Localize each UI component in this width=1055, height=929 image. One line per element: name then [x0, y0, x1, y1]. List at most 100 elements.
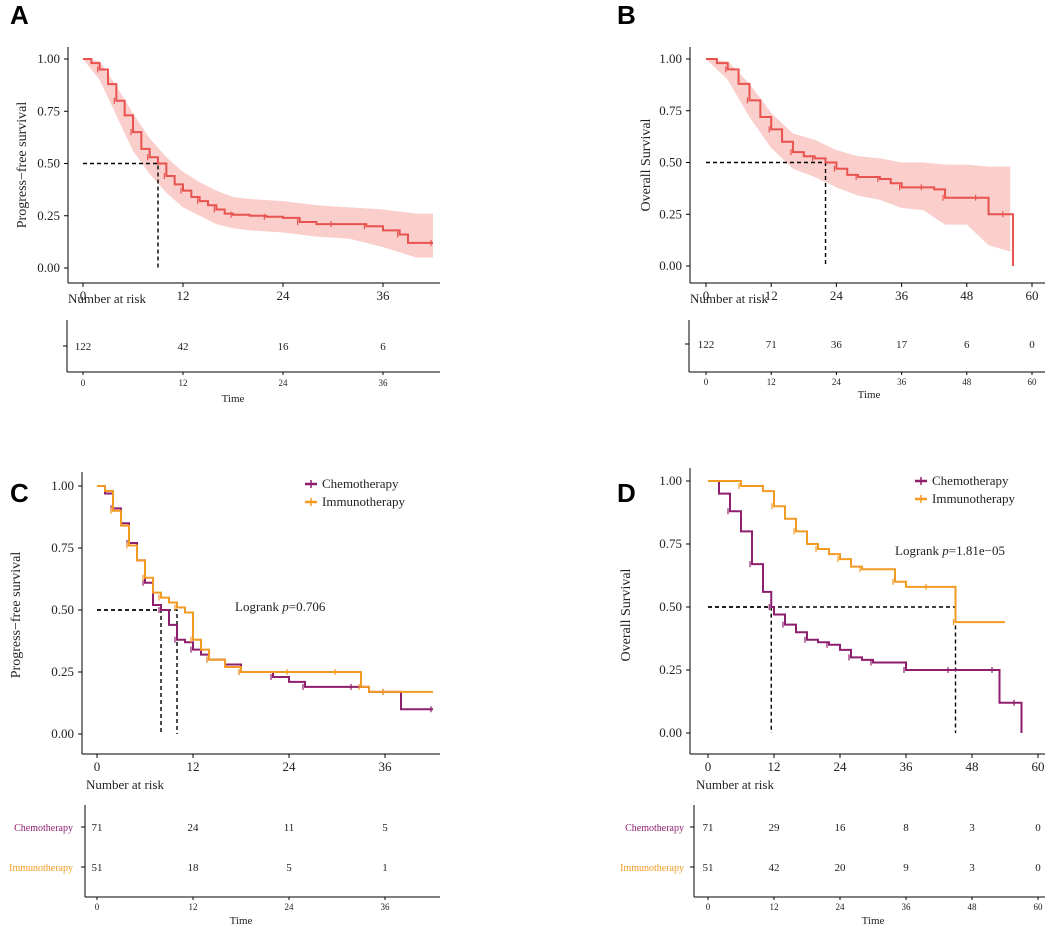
logrank-value: =1.81e−05 — [949, 543, 1005, 558]
risk-x-tick-label: 60 — [1028, 377, 1038, 387]
risk-count: 0 — [1029, 339, 1035, 351]
y-tick-label: 0.00 — [659, 725, 682, 740]
y-tick-label: 0.75 — [659, 103, 682, 118]
y-tick-label: 1.00 — [51, 478, 74, 493]
x-tick-label: 12 — [768, 759, 781, 774]
logrank-prefix: Logrank — [895, 543, 942, 558]
x-tick-label: 24 — [834, 759, 848, 774]
x-tick-label: 0 — [703, 288, 710, 303]
y-tick-label: 0.25 — [37, 208, 60, 223]
x-tick-label: 60 — [1032, 759, 1045, 774]
risk-x-tick-label: 36 — [897, 377, 907, 387]
risk-count: 3 — [969, 822, 975, 834]
risk-x-tick-label: 24 — [836, 902, 846, 912]
y-tick-label: 0.00 — [37, 260, 60, 275]
risk-x-tick-label: 36 — [902, 902, 912, 912]
confidence-band — [83, 59, 433, 258]
legend-label: Chemotherapy — [322, 476, 399, 491]
risk-group-label: Immunotherapy — [9, 863, 73, 874]
risk-x-tick-label: 0 — [706, 902, 711, 912]
risk-count: 0 — [1035, 822, 1041, 834]
median-dashed-line — [706, 161, 827, 266]
risk-count: 42 — [178, 341, 189, 353]
risk-count: 20 — [835, 862, 847, 874]
panel-letter: D — [617, 478, 636, 508]
risk-x-tick-label: 24 — [285, 902, 295, 912]
risk-group-label: Chemotherapy — [14, 823, 73, 834]
risk-x-tick-label: 48 — [962, 377, 972, 387]
risk-count: 5 — [382, 822, 388, 834]
legend-label: Chemotherapy — [932, 473, 1009, 488]
risk-x-tick-label: 36 — [379, 378, 389, 388]
risk-x-tick-label: 12 — [189, 902, 198, 912]
panel-letter: A — [10, 0, 29, 30]
risk-count: 29 — [769, 822, 781, 834]
risk-x-tick-label: 12 — [179, 378, 188, 388]
median-dashed-line — [97, 609, 178, 734]
survival-curve-all — [83, 58, 433, 244]
risk-x-tick-label: 60 — [1034, 902, 1044, 912]
y-axis-label: Progress−free survival — [15, 102, 30, 229]
risk-count: 71 — [703, 822, 714, 834]
risk-count: 71 — [92, 822, 103, 834]
y-tick-label: 0.75 — [37, 103, 60, 118]
survival-curve-immunotherapy — [708, 480, 1005, 624]
risk-x-tick-label: 24 — [279, 378, 289, 388]
logrank-annotation: Logrank p=0.706 — [235, 599, 326, 614]
x-tick-label: 12 — [187, 759, 200, 774]
y-tick-label: 1.00 — [659, 473, 682, 488]
y-axis-label: Overall Survival — [639, 118, 654, 211]
median-dashed-line — [708, 606, 772, 733]
risk-count: 5 — [286, 862, 292, 874]
risk-count: 24 — [188, 822, 200, 834]
risk-group-label: Chemotherapy — [625, 823, 684, 834]
risk-count: 16 — [278, 341, 290, 353]
survival-curve-all — [706, 58, 1014, 266]
y-tick-label: 0.00 — [51, 726, 74, 741]
y-tick-label: 0.75 — [51, 540, 74, 555]
x-tick-label: 12 — [177, 288, 190, 303]
y-tick-label: 0.25 — [51, 664, 74, 679]
y-tick-label: 0.50 — [659, 155, 682, 170]
risk-count: 3 — [969, 862, 975, 874]
survival-curve-chemotherapy — [708, 480, 1023, 733]
risk-group-label: Immunotherapy — [620, 863, 684, 874]
x-tick-label: 24 — [830, 288, 844, 303]
survival-curve-chemotherapy — [97, 485, 433, 711]
risk-count: 42 — [769, 862, 780, 874]
y-tick-label: 0.50 — [37, 156, 60, 171]
risk-table-title: Number at risk — [690, 291, 768, 306]
panel-letter: C — [10, 478, 29, 508]
panel-letter: B — [617, 0, 636, 30]
y-tick-label: 0.75 — [659, 536, 682, 551]
logrank-value: =0.706 — [289, 599, 326, 614]
risk-table-title: Number at risk — [696, 777, 774, 792]
logrank-annotation: Logrank p=1.81e−05 — [895, 543, 1005, 558]
y-tick-label: 1.00 — [37, 51, 60, 66]
risk-x-tick-label: 24 — [832, 377, 842, 387]
x-tick-label: 0 — [80, 288, 87, 303]
risk-x-tick-label: 12 — [767, 377, 776, 387]
risk-x-axis-label: Time — [862, 915, 885, 927]
risk-x-tick-label: 0 — [704, 377, 709, 387]
y-axis-label: Overall Survival — [619, 568, 634, 661]
panel-b: B0.000.250.500.751.000 12 24 36 48 60Overall … — [617, 0, 1045, 401]
risk-count: 9 — [903, 862, 909, 874]
risk-count: 11 — [284, 822, 295, 834]
median-dashed-line — [83, 162, 159, 268]
risk-count: 36 — [831, 339, 843, 351]
risk-count: 122 — [698, 339, 715, 351]
y-tick-label: 0.50 — [659, 599, 682, 614]
risk-x-tick-label: 48 — [968, 902, 978, 912]
x-tick-label: 36 — [377, 288, 391, 303]
x-tick-label: 36 — [379, 759, 393, 774]
risk-x-tick-label: 0 — [81, 378, 86, 388]
y-tick-label: 0.50 — [51, 602, 74, 617]
logrank-prefix: Logrank — [235, 599, 282, 614]
risk-x-axis-label: Time — [858, 389, 881, 401]
y-axis-label: Progress−free survival — [9, 552, 24, 679]
y-tick-label: 0.25 — [659, 662, 682, 677]
x-tick-label: 0 — [94, 759, 101, 774]
risk-count: 122 — [75, 341, 92, 353]
